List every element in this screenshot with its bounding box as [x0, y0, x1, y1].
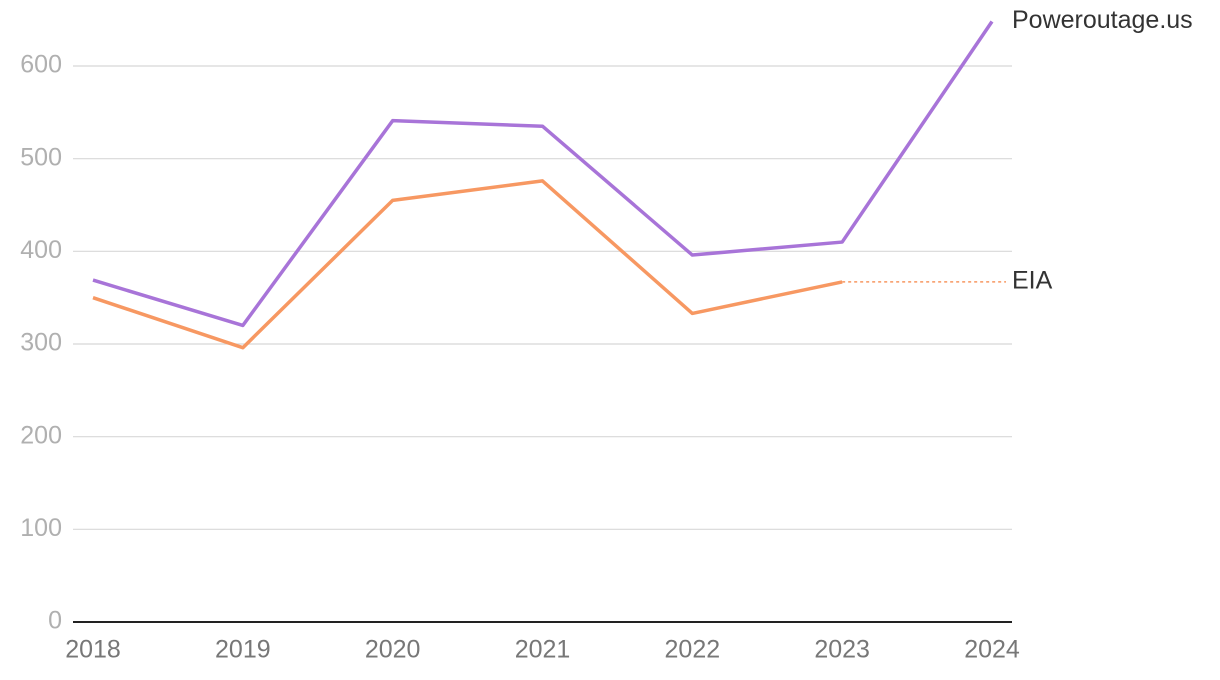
- x-tick-label: 2024: [964, 636, 1020, 664]
- series-line: [92, 20, 994, 328]
- series-label: Poweroutage.us: [1012, 6, 1193, 34]
- y-tick-label: 300: [20, 329, 62, 357]
- x-tick-label: 2021: [515, 636, 571, 664]
- y-tick-label: 100: [20, 514, 62, 542]
- series-label: EIA: [1012, 267, 1053, 295]
- x-tick-label: 2018: [65, 636, 121, 664]
- y-tick-label: 400: [20, 236, 62, 264]
- y-tick-label: 0: [48, 607, 62, 635]
- y-tick-label: 600: [20, 51, 62, 79]
- y-tick-label: 200: [20, 421, 62, 449]
- x-tick-label: 2022: [665, 636, 721, 664]
- x-tick-label: 2019: [215, 636, 271, 664]
- y-tick-label: 500: [20, 143, 62, 171]
- series-line: [92, 179, 843, 350]
- x-tick-label: 2020: [365, 636, 421, 664]
- x-tick-label: 2023: [814, 636, 870, 664]
